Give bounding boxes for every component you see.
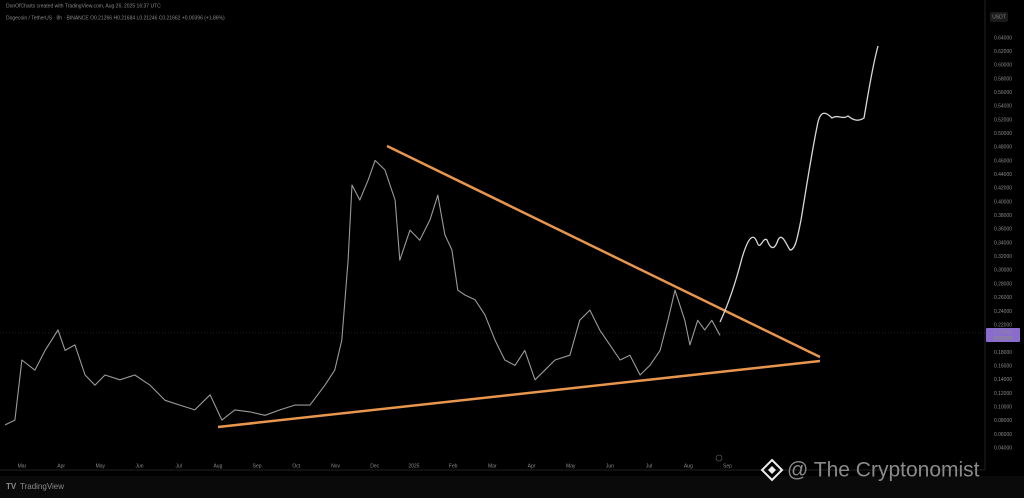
x-tick-label: Aug — [684, 463, 693, 469]
x-tick-label: Apr — [57, 463, 65, 469]
y-tick-label: 0.24000 — [994, 309, 1012, 315]
y-tick-label: 0.58000 — [994, 76, 1012, 82]
y-tick-label: 0.30000 — [994, 268, 1012, 274]
x-tick-label: Dec — [370, 463, 379, 469]
y-tick-label: 0.04000 — [994, 445, 1012, 451]
y-tick-label: 0.42000 — [994, 186, 1012, 192]
y-tick-label: 0.20000 — [994, 336, 1012, 342]
y-tick-label: 0.18000 — [994, 350, 1012, 356]
y-tick-label: 0.50000 — [994, 131, 1012, 137]
currency-label: USDT — [992, 14, 1006, 20]
x-tick-label: Nov — [331, 463, 340, 469]
y-tick-label: 0.60000 — [994, 63, 1012, 69]
currency-box — [990, 12, 1008, 22]
y-tick-label: 0.52000 — [994, 117, 1012, 123]
brand-name: TradingView — [20, 482, 64, 491]
y-tick-label: 0.32000 — [994, 254, 1012, 260]
x-tick-label: Mar — [488, 463, 497, 469]
y-tick-label: 0.12000 — [994, 391, 1012, 397]
y-tick-label: 0.14000 — [994, 377, 1012, 383]
y-tick-label: 0.48000 — [994, 145, 1012, 151]
last-price-box — [986, 328, 1020, 342]
last-price-label: 0.21662 — [994, 329, 1012, 335]
x-tick-label: Jun — [606, 463, 614, 469]
go-to-realtime-button[interactable] — [715, 454, 723, 462]
projection-path — [719, 45, 879, 323]
symbol-legend: Dogecoin / TetherUS · 8h · BINANCE O0.21… — [6, 15, 225, 21]
x-tick-label: May — [96, 463, 106, 469]
y-tick-label: 0.10000 — [994, 404, 1012, 410]
x-tick-label: May — [566, 463, 576, 469]
y-tick-label: 0.44000 — [994, 172, 1012, 178]
y-tick-label: 0.08000 — [994, 418, 1012, 424]
footer-bar — [0, 476, 1024, 498]
x-tick-label: Apr — [528, 463, 536, 469]
x-tick-label: Jul — [176, 463, 182, 469]
y-tick-label: 0.40000 — [994, 199, 1012, 205]
header-credit: DonOfCharts created with TradingView.com… — [6, 3, 161, 9]
y-tick-label: 0.46000 — [994, 158, 1012, 164]
y-tick-label: 0.38000 — [994, 213, 1012, 219]
x-tick-label: Sep — [253, 463, 262, 469]
watermark-logo — [760, 458, 784, 482]
x-tick-label: Oct — [292, 463, 300, 469]
y-tick-label: 0.54000 — [994, 104, 1012, 110]
y-tick-label: 0.62000 — [994, 49, 1012, 55]
x-tick-label: Jun — [136, 463, 144, 469]
x-tick-label: Aug — [213, 463, 222, 469]
y-tick-label: 0.16000 — [994, 363, 1012, 369]
y-tick-label: 0.36000 — [994, 227, 1012, 233]
support-trendline — [217, 359, 821, 429]
x-tick-label: Mar — [18, 463, 27, 469]
watermark: @ The Cryptonomist — [787, 459, 980, 482]
brand-logo-mark: TV — [6, 482, 17, 491]
y-tick-label: 0.28000 — [994, 281, 1012, 287]
plot-area — [4, 159, 721, 426]
y-tick-label: 0.56000 — [994, 90, 1012, 96]
resistance-trendline — [386, 144, 821, 359]
countdown-label: 05:13:28 — [993, 336, 1013, 342]
x-tick-label: Sep — [723, 463, 732, 469]
y-tick-label: 0.34000 — [994, 240, 1012, 246]
y-tick-label: 0.64000 — [994, 35, 1012, 41]
y-tick-label: 0.22000 — [994, 322, 1012, 328]
x-tick-label: 2025 — [408, 463, 419, 469]
price-line — [4, 159, 721, 426]
x-tick-label: Jul — [646, 463, 652, 469]
x-tick-label: Feb — [449, 463, 458, 469]
y-tick-label: 0.06000 — [994, 432, 1012, 438]
y-tick-label: 0.26000 — [994, 295, 1012, 301]
